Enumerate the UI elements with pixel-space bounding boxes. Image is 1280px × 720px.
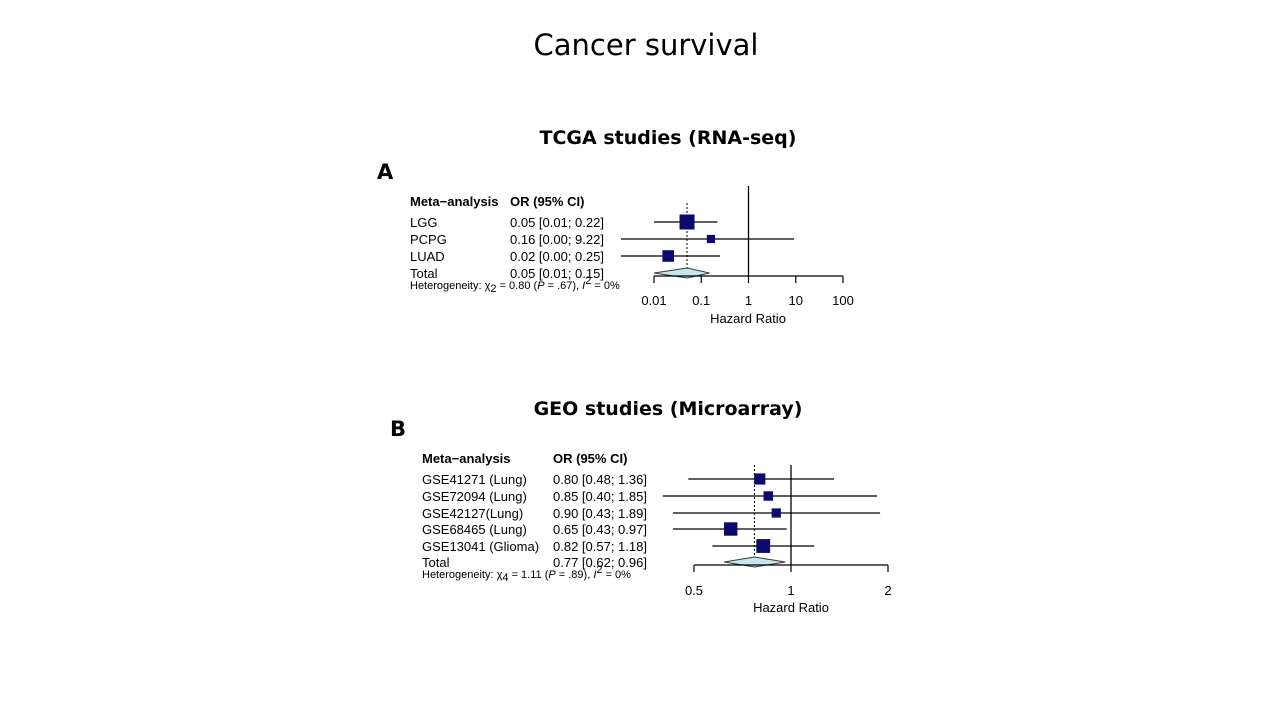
- panel-a-header-effect: OR (95% CI): [510, 194, 584, 209]
- panel-b-study-ci-text: 0.85 [0.40; 1.85]: [553, 489, 647, 504]
- panel-a-study-ci-text: 0.02 [0.00; 0.25]: [510, 249, 604, 264]
- panel-a-title: TCGA studies (RNA-seq): [539, 127, 797, 149]
- panel-a-x-tick-label: 1: [745, 293, 752, 308]
- panel-b-study-square: [763, 491, 774, 501]
- slide-title: Cancer survival: [533, 28, 759, 62]
- panel-b-study-label: GSE41271 (Lung): [422, 472, 527, 487]
- panel-b-study-label: GSE42127(Lung): [422, 506, 523, 521]
- panel-a-header-study: Meta−analysis: [410, 194, 499, 209]
- panel-a-study-label: LGG: [410, 215, 437, 230]
- panel-a-study-label: LUAD: [410, 249, 445, 264]
- panel-b-study-label: GSE13041 (Glioma): [422, 539, 539, 554]
- panel-b-study-ci-text: 0.65 [0.43; 0.97]: [553, 522, 647, 537]
- panel-b-letter: B: [390, 417, 407, 441]
- panel-a-total-ci-text: 0.05 [0.01; 0.15]: [510, 266, 604, 281]
- panel-b-total-ci-text: 0.77 [0.62; 0.96]: [553, 555, 647, 570]
- panel-b-x-tick-label: 1: [787, 583, 794, 598]
- panel-b-title: GEO studies (Microarray): [533, 398, 803, 420]
- panel-b-total-label: Total: [422, 555, 450, 570]
- panel-a-letter: A: [377, 160, 394, 184]
- panel-a-total-label: Total: [410, 266, 438, 281]
- panel-b-study-square: [756, 539, 771, 553]
- panel-a-x-tick-label: 0.01: [641, 293, 666, 308]
- panel-a-study-square: [706, 234, 716, 244]
- panel-a-x-tick-label: 0.1: [692, 293, 710, 308]
- panel-a-study-square: [662, 250, 675, 262]
- panel-b-x-axis-label: Hazard Ratio: [753, 600, 829, 615]
- panel-b-study-label: GSE68465 (Lung): [422, 522, 527, 537]
- panel-b-study-label: GSE72094 (Lung): [422, 489, 527, 504]
- panel-a-study-ci-text: 0.05 [0.01; 0.22]: [510, 215, 604, 230]
- panel-a-x-tick-label: 100: [832, 293, 854, 308]
- panel-b-x-tick-label: 2: [884, 583, 891, 598]
- panel-b-study-square: [754, 473, 766, 485]
- panel-b-study-ci-text: 0.90 [0.43; 1.89]: [553, 506, 647, 521]
- panel-a-heterogeneity-text: Heterogeneity: χ2 = 0.80 (P = .67), I2 =…: [410, 275, 620, 295]
- panel-b-heterogeneity-text: Heterogeneity: χ4 = 1.11 (P = .89), I2 =…: [422, 564, 631, 584]
- panel-b-header-study: Meta−analysis: [422, 451, 511, 466]
- panel-a-x-axis-label: Hazard Ratio: [710, 311, 786, 326]
- panel-b-study-ci-text: 0.82 [0.57; 1.18]: [553, 539, 647, 554]
- panel-a-study-label: PCPG: [410, 232, 447, 247]
- panel-b-study-ci-text: 0.80 [0.48; 1.36]: [553, 472, 647, 487]
- panel-b-study-square: [771, 508, 781, 518]
- panel-b-x-tick-label: 0.5: [685, 583, 703, 598]
- panel-a-study-square: [679, 214, 695, 230]
- panel-b-header-effect: OR (95% CI): [553, 451, 627, 466]
- panel-b-study-square: [724, 522, 738, 536]
- panel-a-study-ci-text: 0.16 [0.00; 9.22]: [510, 232, 604, 247]
- panel-a-x-tick-label: 10: [789, 293, 803, 308]
